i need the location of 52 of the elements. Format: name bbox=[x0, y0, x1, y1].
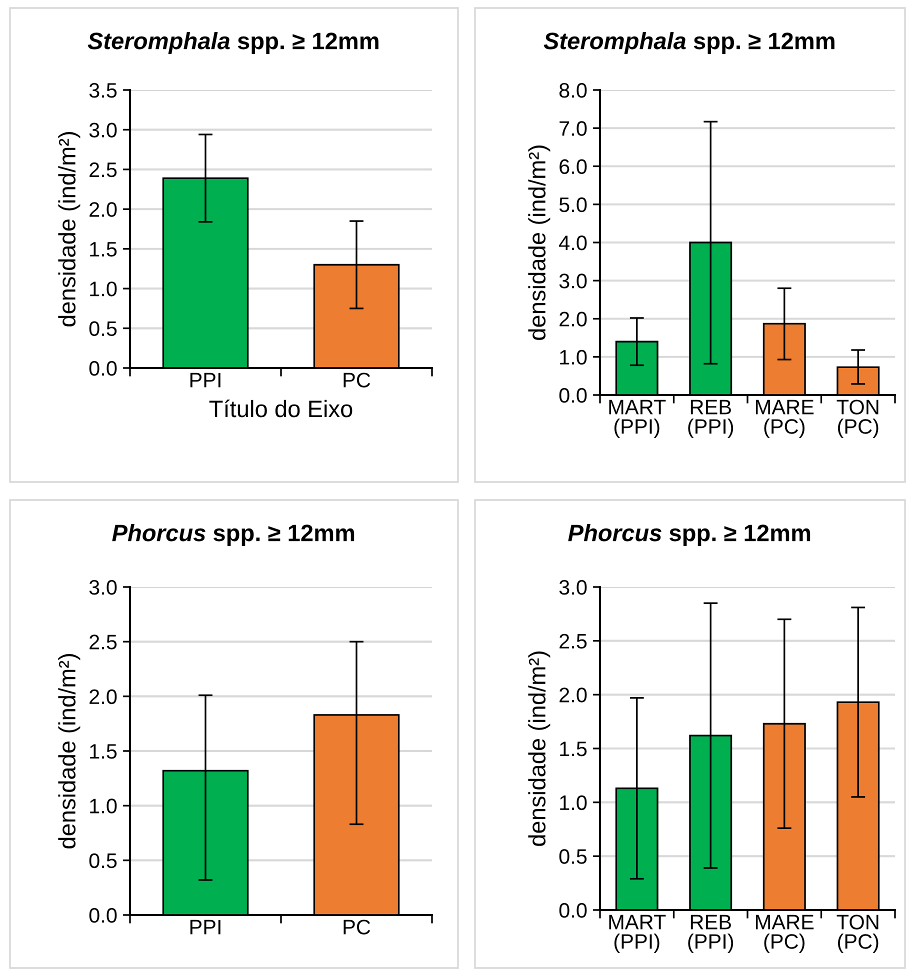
y-tick-label: 5.0 bbox=[559, 197, 587, 212]
x-tick-label: MARE (PC) bbox=[756, 914, 814, 953]
y-tick-label: 3.0 bbox=[559, 580, 587, 595]
y-tick-label: 3.0 bbox=[89, 122, 117, 138]
x-tick-label: TON (PC) bbox=[836, 914, 878, 953]
x-tick-label: PPI bbox=[190, 372, 220, 388]
y-tick-label: 0.5 bbox=[89, 853, 117, 868]
x-tick-label: TON (PC) bbox=[836, 400, 878, 438]
y-tick-label: 8.0 bbox=[559, 83, 587, 98]
chart-title: Steromphala spp. ≥ 12mm bbox=[544, 32, 834, 54]
y-tick-label: 2.5 bbox=[90, 634, 117, 650]
y-tick-label: 2.5 bbox=[90, 162, 117, 178]
y-tick-label: 2.0 bbox=[560, 688, 587, 702]
x-tick-label: MART (PPI) bbox=[609, 400, 666, 438]
y-tick-label: 6.0 bbox=[560, 159, 587, 174]
chart-title: Phorcus spp. ≥ 12mm bbox=[568, 524, 810, 546]
x-tick-label: PC bbox=[344, 372, 370, 388]
x-tick-label: PPI bbox=[190, 920, 220, 934]
y-tick-label: 0.0 bbox=[89, 908, 117, 923]
y-tick-label: 0.0 bbox=[559, 903, 587, 918]
y-tick-label: 1.0 bbox=[90, 282, 117, 296]
x-axis-title: Título do Eixo bbox=[209, 400, 352, 418]
chart-title: Steromphala spp. ≥ 12mm bbox=[88, 32, 378, 54]
y-tick-label: 3.5 bbox=[89, 83, 117, 98]
y-tick-label: 3.0 bbox=[89, 580, 117, 595]
chart-title: Phorcus spp. ≥ 12mm bbox=[112, 524, 354, 546]
y-tick-label: 2.0 bbox=[90, 202, 117, 217]
x-tick-label: PC bbox=[344, 920, 370, 934]
y-axis-title: densidade (ind/m²) bbox=[58, 654, 80, 848]
y-tick-label: 1.0 bbox=[560, 795, 587, 810]
y-tick-label: 2.0 bbox=[90, 689, 117, 704]
y-tick-label: 0.0 bbox=[89, 361, 117, 376]
y-tick-label: 2.0 bbox=[560, 312, 587, 327]
y-tick-label: 2.5 bbox=[560, 634, 587, 649]
y-axis-title: densidade (ind/m²) bbox=[58, 132, 80, 326]
y-tick-label: 0.5 bbox=[559, 849, 587, 864]
y-tick-label: 7.0 bbox=[560, 121, 587, 136]
y-tick-label: 1.0 bbox=[560, 350, 587, 365]
x-tick-label: REB (PPI) bbox=[688, 400, 734, 438]
y-tick-label: 1.5 bbox=[90, 242, 117, 257]
x-tick-label: MART (PPI) bbox=[609, 914, 666, 953]
x-tick-label: MARE (PC) bbox=[756, 400, 814, 438]
y-tick-label: 1.5 bbox=[90, 744, 117, 759]
y-tick-label: 1.5 bbox=[560, 742, 587, 756]
y-tick-label: 3.0 bbox=[559, 274, 587, 288]
y-tick-label: 0.5 bbox=[89, 321, 117, 336]
y-tick-label: 1.0 bbox=[90, 798, 117, 814]
y-axis-title: densidade (ind/m²) bbox=[528, 652, 550, 846]
y-tick-label: 0.0 bbox=[559, 388, 587, 403]
x-tick-label: REB (PPI) bbox=[688, 914, 734, 953]
y-axis-title: densidade (ind/m²) bbox=[528, 146, 550, 340]
y-tick-label: 4.0 bbox=[559, 236, 587, 250]
